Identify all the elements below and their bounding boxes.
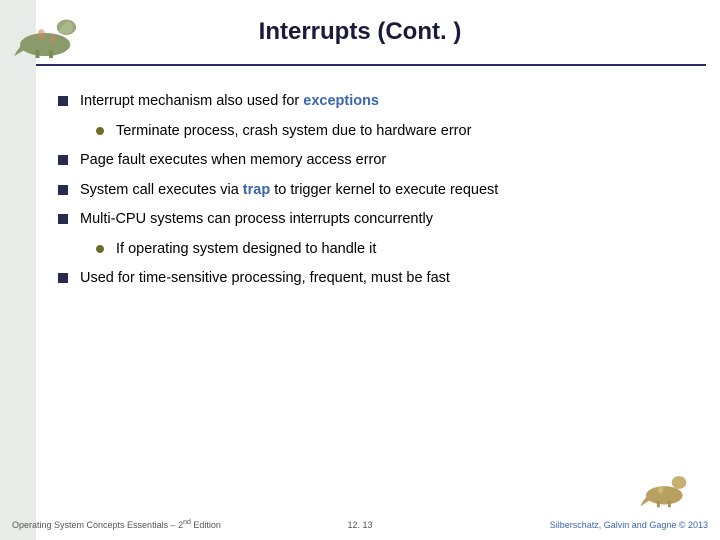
dot-bullet-icon (96, 245, 104, 253)
slide-content: Interrupt mechanism also used for except… (58, 92, 690, 299)
text-run: Interrupt mechanism also used for (80, 93, 303, 109)
sub-bullet-item: If operating system designed to handle i… (96, 240, 690, 260)
dinosaur-icon (640, 466, 696, 510)
square-bullet-icon (58, 155, 68, 165)
square-bullet-icon (58, 214, 68, 224)
square-bullet-icon (58, 96, 68, 106)
slide-title: Interrupts (Cont. ) (0, 18, 720, 46)
slide-footer: Operating System Concepts Essentials – 2… (12, 512, 708, 530)
dot-bullet-icon (96, 127, 104, 135)
bullet-item: Multi-CPU systems can process interrupts… (58, 210, 690, 230)
bullet-text: Multi-CPU systems can process interrupts… (80, 210, 433, 230)
bullet-text: Used for time-sensitive processing, freq… (80, 269, 450, 289)
slide-header: Interrupts (Cont. ) (0, 0, 720, 68)
bullet-item: Used for time-sensitive processing, freq… (58, 269, 690, 289)
sub-bullet-item: Terminate process, crash system due to h… (96, 122, 690, 142)
bullet-text: Terminate process, crash system due to h… (116, 122, 471, 142)
bullet-item: Page fault executes when memory access e… (58, 151, 690, 171)
text-run: System call executes via (80, 182, 243, 198)
square-bullet-icon (58, 273, 68, 283)
bullet-text: If operating system designed to handle i… (116, 240, 376, 260)
square-bullet-icon (58, 185, 68, 195)
slide: Interrupts (Cont. ) Interrupt mechanism … (0, 0, 720, 540)
keyword: exceptions (303, 93, 379, 109)
bullet-text: Interrupt mechanism also used for except… (80, 92, 379, 112)
keyword: trap (243, 182, 270, 198)
bullet-text: Page fault executes when memory access e… (80, 151, 386, 171)
title-underline (36, 64, 706, 66)
footer-copyright: Silberschatz, Galvin and Gagne © 2013 (550, 520, 708, 530)
bullet-item: System call executes via trap to trigger… (58, 181, 690, 201)
bullet-text: System call executes via trap to trigger… (80, 181, 498, 201)
bullet-item: Interrupt mechanism also used for except… (58, 92, 690, 112)
text-run: to trigger kernel to execute request (270, 182, 498, 198)
